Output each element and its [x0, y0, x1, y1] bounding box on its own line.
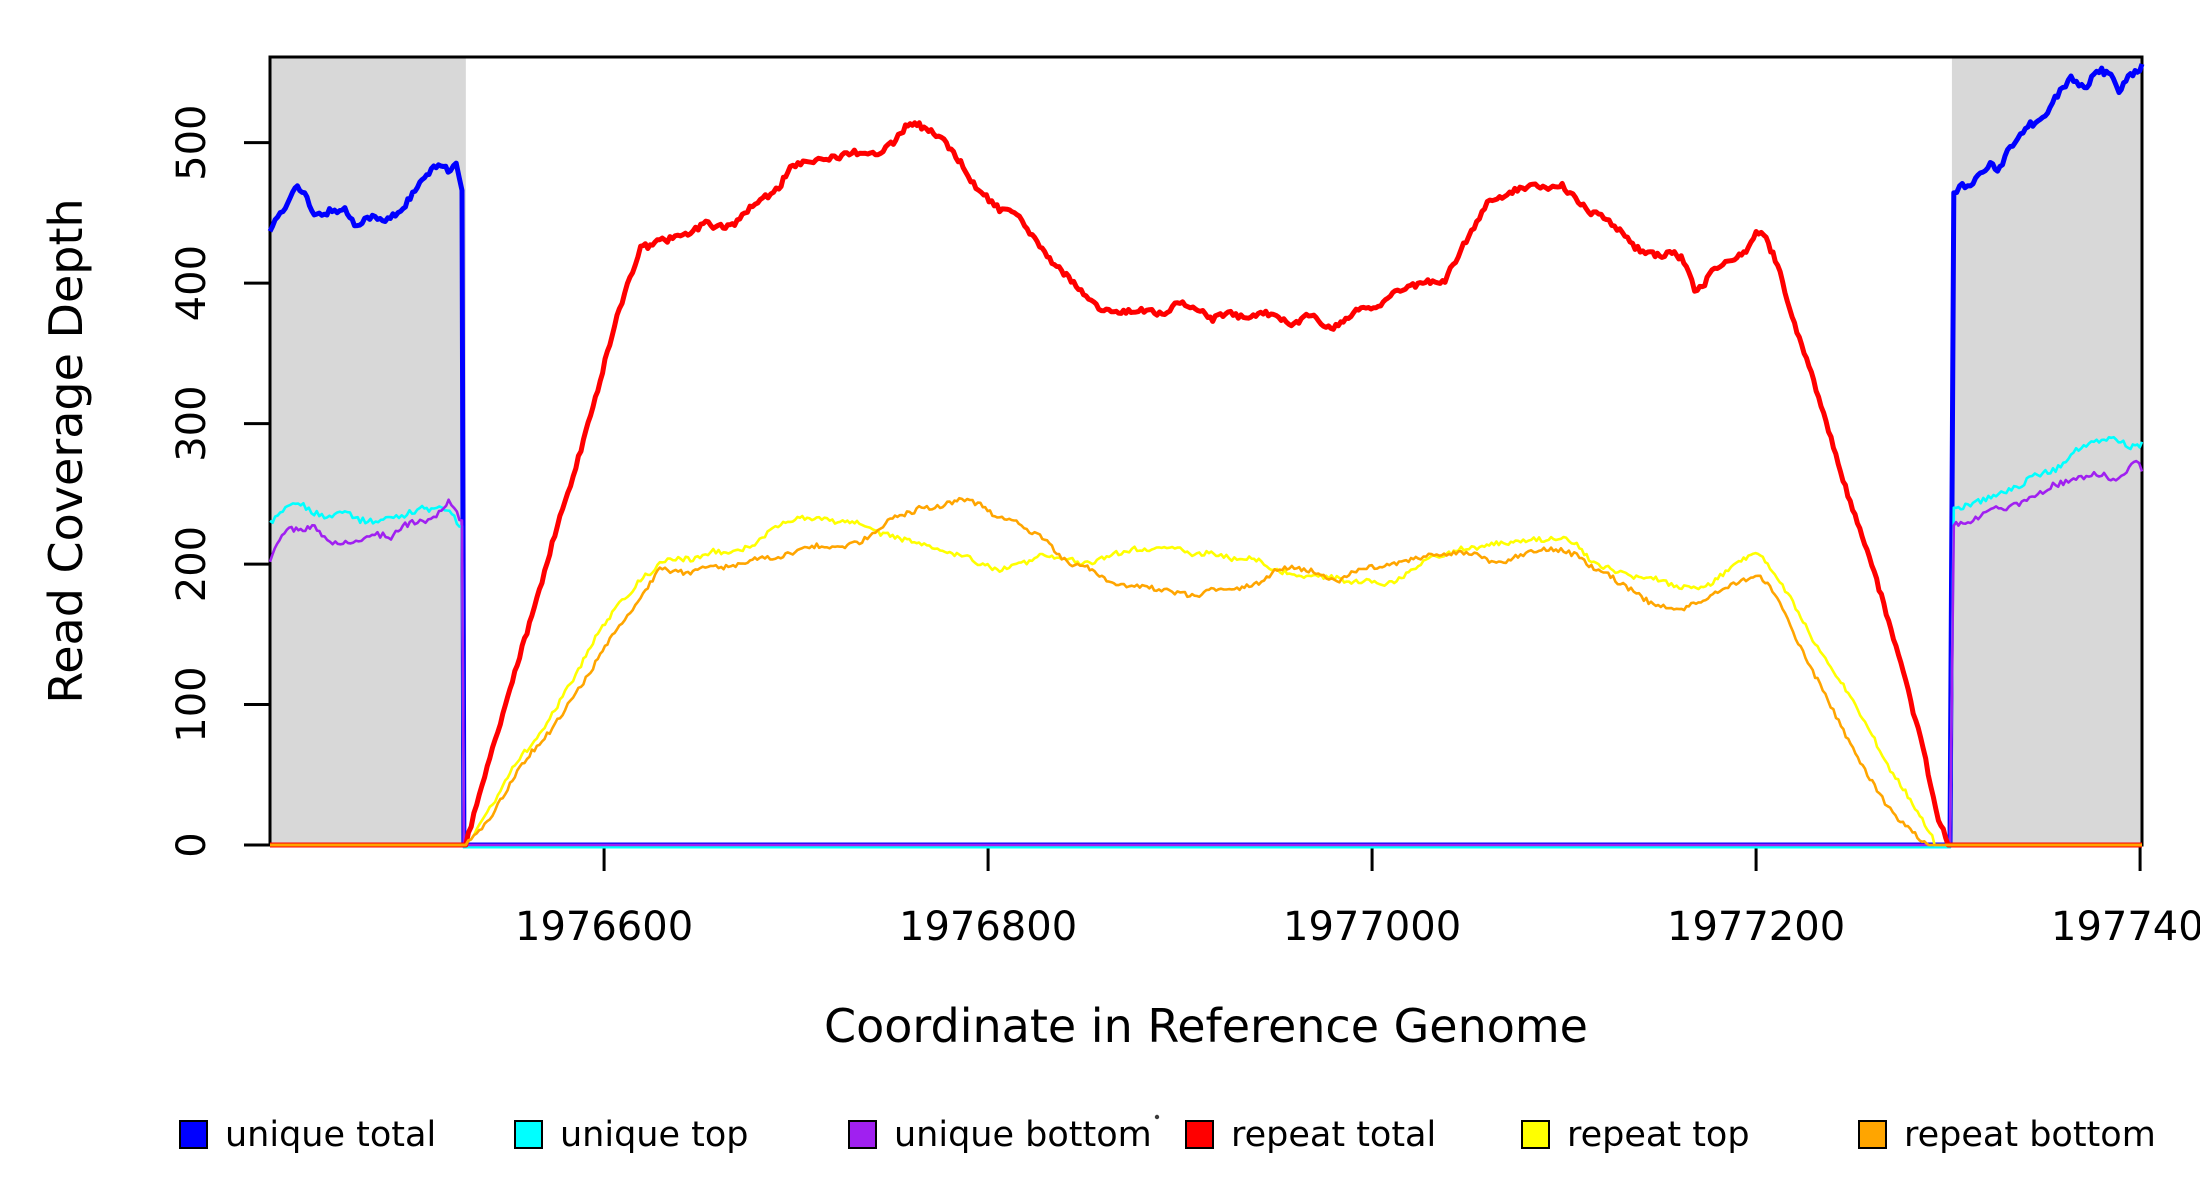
x-tick-label: 1976600 — [515, 904, 693, 950]
x-tick-label: 1977000 — [1283, 904, 1461, 950]
legend-swatch — [179, 1120, 208, 1149]
legend: unique total unique top unique bottom repea… — [179, 1115, 2156, 1155]
y-tick-label: 0 — [169, 832, 215, 857]
x-tick-label: 1977400 — [2051, 904, 2200, 950]
shaded-region — [1951, 57, 2142, 845]
legend-swatch — [1521, 1120, 1550, 1149]
axes: 0 100 200 300 400 500 1976600 1976800 1977000 197… — [169, 55, 2200, 950]
plot-box — [268, 55, 2144, 847]
legend-item-repeat-total: repeat total — [1185, 1115, 1436, 1155]
y-tick-label: 500 — [169, 105, 215, 181]
series-line-unique-bottom — [268, 459, 2144, 847]
legend-swatch — [514, 1120, 543, 1149]
legend-item-unique-bottom: unique bottom — [848, 1115, 1152, 1155]
series-lines — [267, 63, 2145, 849]
series-line-repeat-top — [270, 514, 2142, 847]
legend-item-unique-top: unique top — [514, 1115, 749, 1155]
x-tick-label: 1977200 — [1667, 904, 1845, 950]
legend-label: unique bottom — [894, 1115, 1152, 1155]
shaded-region — [270, 57, 466, 845]
legend-label: repeat bottom — [1904, 1115, 2156, 1155]
series-line-repeat-total — [270, 120, 2142, 848]
legend-item-unique-total: unique total — [179, 1115, 436, 1155]
y-tick-label: 400 — [169, 245, 215, 321]
series-line-unique-total — [267, 63, 2145, 848]
legend-label: unique total — [225, 1115, 436, 1155]
x-tick-label: 1976800 — [899, 904, 1077, 950]
series-line-unique-top — [269, 435, 2144, 849]
shaded-regions — [270, 57, 2142, 845]
legend-swatch — [848, 1120, 877, 1149]
legend-label: repeat top — [1567, 1115, 1750, 1155]
y-tick-label: 300 — [169, 385, 215, 461]
x-axis-title: Coordinate in Reference Genome — [824, 999, 1588, 1053]
y-axis-title: Read Coverage Depth — [39, 198, 93, 703]
legend-item-repeat-bottom: repeat bottom — [1858, 1115, 2156, 1155]
legend-swatch — [1185, 1120, 1214, 1149]
series-line-repeat-bottom — [270, 496, 2142, 847]
legend-label: unique top — [560, 1115, 749, 1155]
y-tick-label: 200 — [169, 526, 215, 602]
y-tick-label: 100 — [169, 666, 215, 742]
legend-item-repeat-top: repeat top — [1521, 1115, 1750, 1155]
speck-artifact — [1154, 1114, 1160, 1120]
legend-label: repeat total — [1231, 1115, 1436, 1155]
legend-swatch — [1858, 1120, 1887, 1149]
